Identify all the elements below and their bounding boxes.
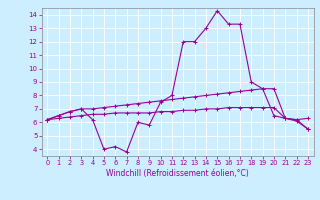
X-axis label: Windchill (Refroidissement éolien,°C): Windchill (Refroidissement éolien,°C) (106, 169, 249, 178)
